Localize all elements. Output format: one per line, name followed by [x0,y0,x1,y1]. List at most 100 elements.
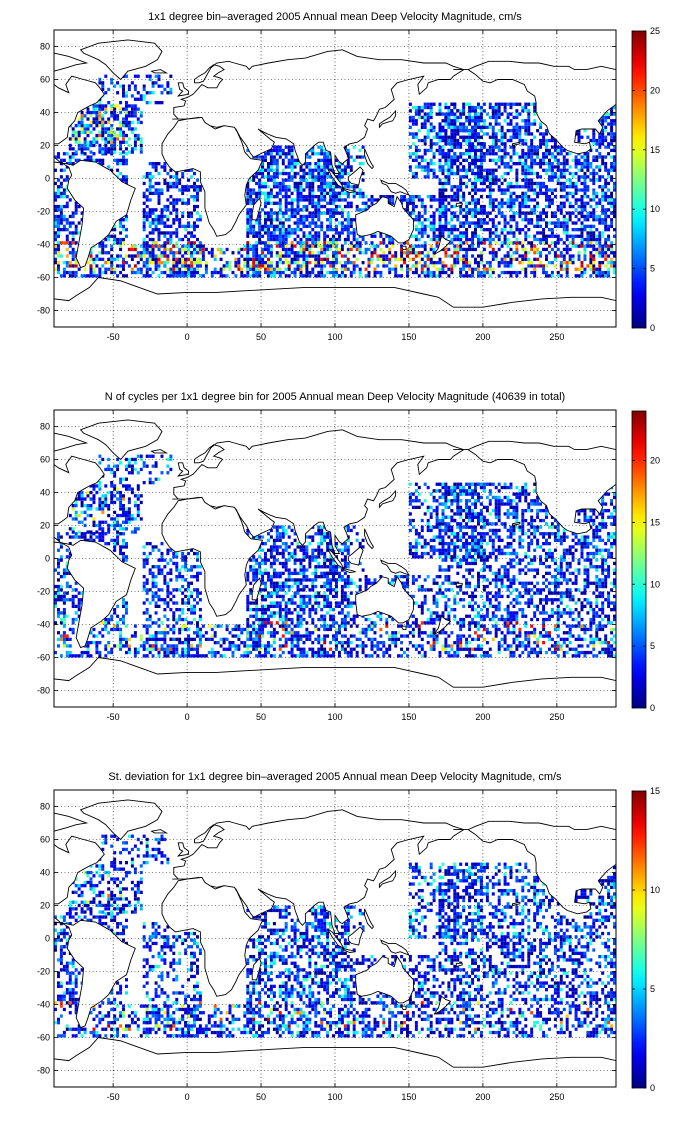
p0-cell [562,254,566,258]
p1-cell [57,594,60,599]
p0-cell [190,244,194,248]
p0-cell [367,198,371,202]
p1-cell [119,548,123,552]
p0-cell [125,158,128,162]
p0-cell [411,105,415,110]
p0-cell [269,221,273,225]
p0-cell [462,125,466,129]
p0-cell [509,102,513,106]
p0-cell [450,254,454,258]
p0-cell [432,195,436,199]
p0-cell [252,261,256,265]
p0-cell [198,247,202,252]
p1-cell [130,487,134,491]
p0-cell [278,198,282,202]
p0-cell [68,147,72,151]
p1-cell [127,513,131,518]
p0-cell [122,162,125,166]
p0-cell [305,165,309,169]
p0-cell [116,114,120,118]
p0-cell [332,251,335,255]
p0-cell [509,138,513,143]
p0-cell [284,274,288,278]
p1-cell [98,641,102,645]
p0-cell [125,254,128,258]
p0-cell [68,224,72,228]
p0-cell [352,231,356,235]
p0-cell [518,254,522,258]
p0-cell [329,168,333,172]
p0-cell [450,129,454,133]
p0-cell [332,188,335,192]
p0-cell [172,274,176,278]
p0-cell [317,145,321,149]
p0-cell [136,261,140,265]
p0-cell [604,257,608,261]
p0-cell [447,208,451,212]
p1-cell [119,634,123,638]
p0-cell [338,231,341,235]
p0-cell [74,140,78,144]
p0-cell [163,165,167,169]
p0-cell [187,244,191,248]
p0-cell [201,251,205,255]
p0-cell [272,274,276,278]
p0-cell [417,198,421,202]
p0-cell [272,145,276,149]
p0-cell [474,191,477,195]
p0-cell [133,87,137,92]
p0-cell [305,155,309,159]
p0-cell [577,228,581,232]
p0-cell [447,158,451,162]
p1-cell [77,614,81,618]
p0-cell [494,254,498,258]
p0-cell [465,138,469,143]
p0-cell [323,237,327,242]
p0-cell [592,247,596,252]
p0-cell [287,145,291,149]
p1-cell [136,471,140,475]
p0-cell [320,224,324,228]
p0-cell [420,267,424,271]
p0-cell [151,228,155,232]
p0-cell [568,185,572,189]
p0-cell [441,165,445,169]
p0-cell [95,137,99,141]
p0-cell [326,211,330,215]
p0-cell [190,214,194,219]
p0-cell [524,201,528,205]
p0-cell [456,125,460,129]
p0-cell [491,218,495,222]
p0-cell [246,274,250,278]
p0-cell [166,204,170,209]
p0-cell [488,237,492,242]
p0-cell [122,228,125,232]
p0-cell [193,234,196,238]
p0-cell [518,135,522,139]
p0-cell [86,158,90,162]
p0-cell [550,261,554,265]
p0-cell [370,234,374,238]
p0-cell [512,204,516,209]
p0-cell [145,211,149,215]
p0-title: 1x1 degree bin–averaged 2005 Annual mean… [148,11,522,23]
p0-cell [57,224,60,228]
p0-cell [533,122,537,126]
p0-cell [190,254,194,258]
p0-cell [267,237,270,242]
p0-cell [542,132,546,136]
p0-cell [423,168,427,172]
p0-cell [388,247,392,252]
p0-cell [296,261,300,265]
p0-cell [524,198,528,202]
p0-cell [346,195,350,199]
p0-cell [586,168,590,172]
p0-cell [524,165,528,169]
p0-cell [438,234,442,238]
p0-cell [166,247,170,252]
p0-cell [545,191,548,195]
p0-cell [338,191,341,195]
p0-cell [308,231,312,235]
p0-cell [142,228,146,232]
p0-cell [450,241,454,245]
